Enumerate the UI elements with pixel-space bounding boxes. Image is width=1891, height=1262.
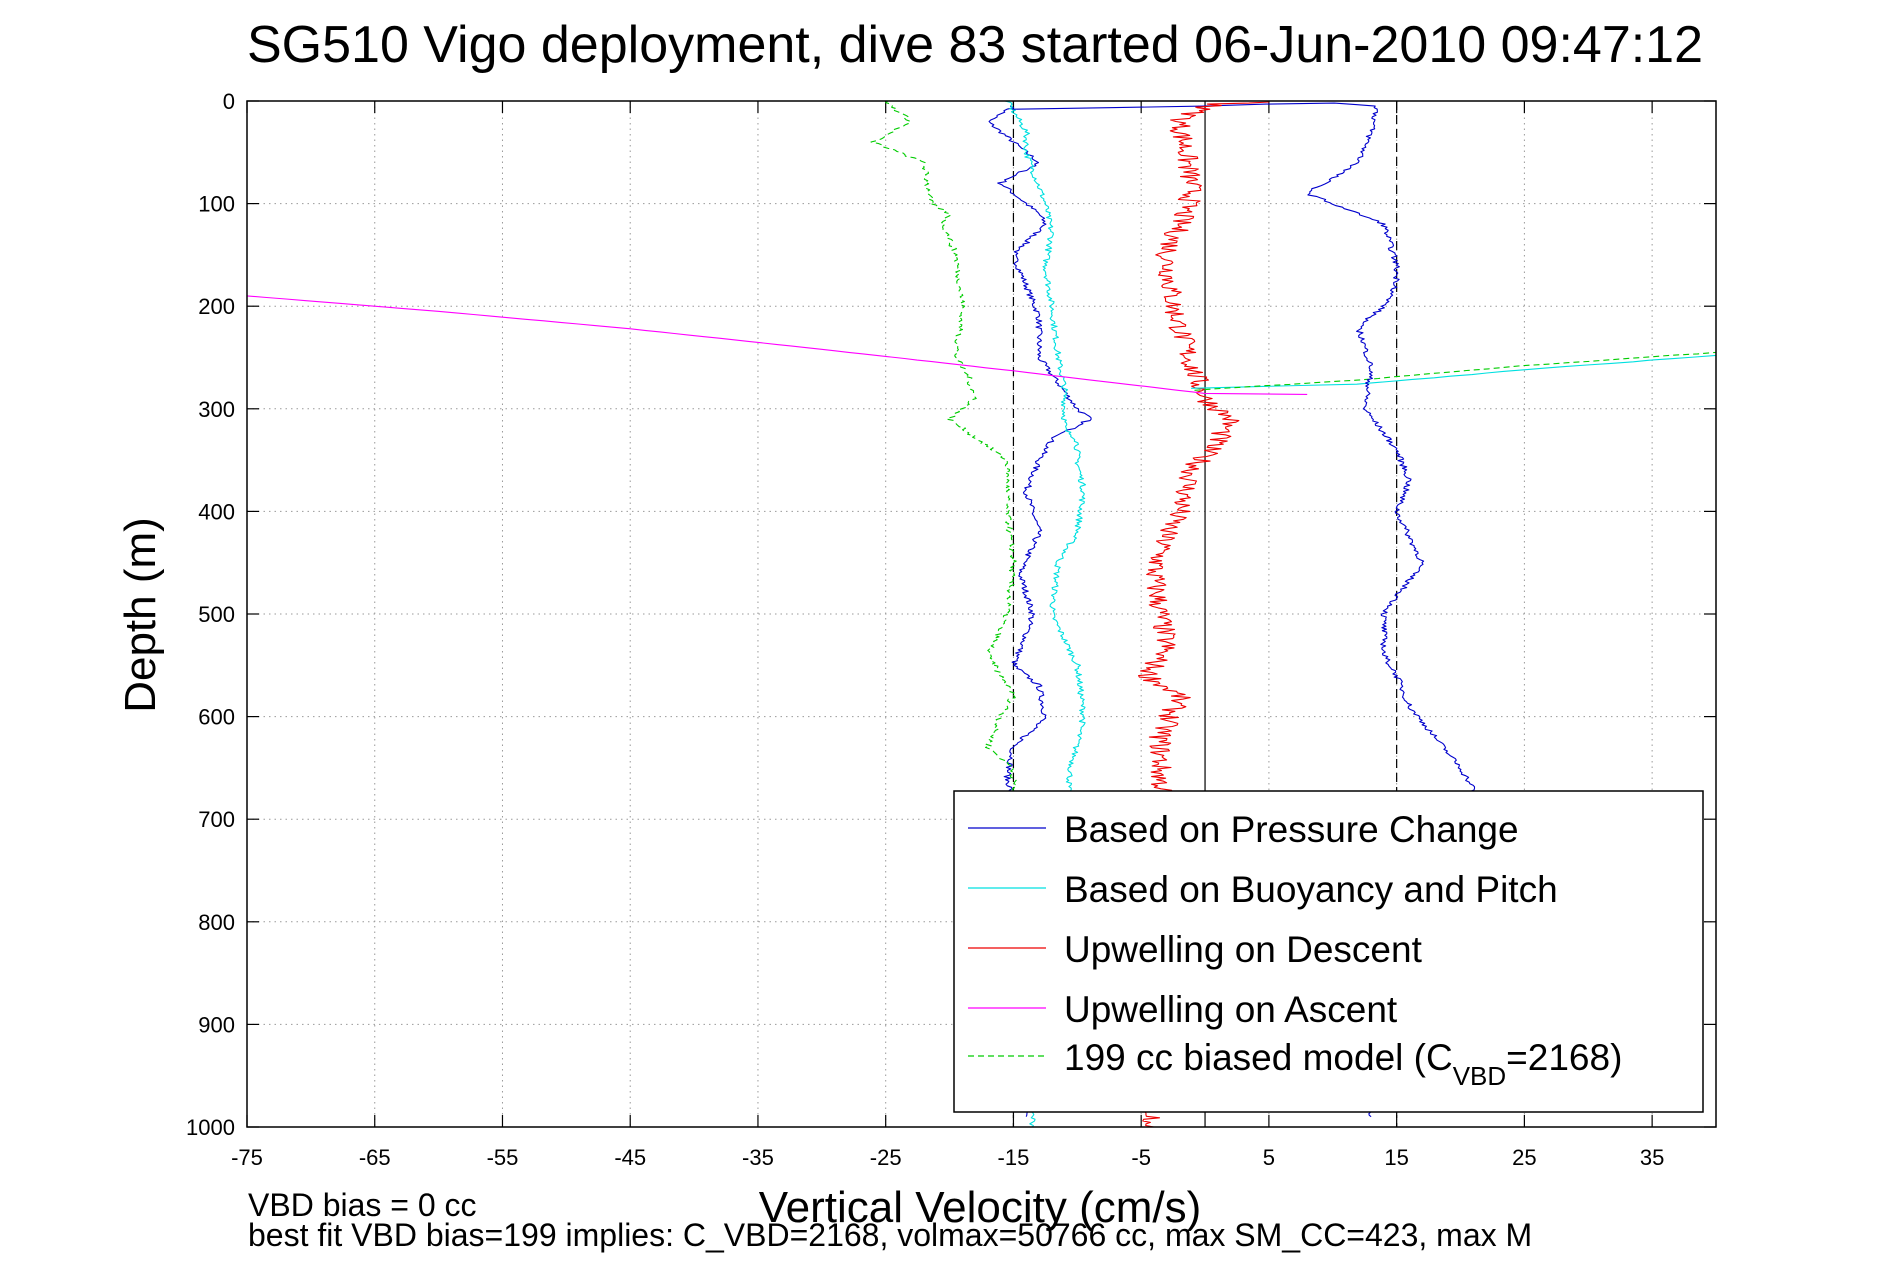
x-tick-label: 5 — [1263, 1145, 1275, 1170]
y-tick-label: 1000 — [186, 1115, 235, 1140]
chart-title: SG510 Vigo deployment, dive 83 started 0… — [247, 16, 1703, 74]
y-tick-label: 0 — [223, 89, 235, 114]
series-line-segment — [1195, 101, 1269, 108]
x-tick-label: -75 — [231, 1145, 263, 1170]
x-tick-label: -5 — [1131, 1145, 1151, 1170]
legend-label: Based on Pressure Change — [1064, 809, 1519, 850]
x-tick-label: 15 — [1384, 1145, 1408, 1170]
y-tick-label: 200 — [198, 294, 235, 319]
y-ticks: 0 100 200 300 400 500 600 700 800 900 1000 — [186, 89, 1716, 1140]
series-line-segment — [1191, 354, 1716, 389]
x-tick-label: 25 — [1512, 1145, 1536, 1170]
y-tick-label: 700 — [198, 807, 235, 832]
legend-label: Upwelling on Descent — [1064, 929, 1423, 970]
y-tick-label: 800 — [198, 910, 235, 935]
y-tick-label: 400 — [198, 499, 235, 524]
y-tick-label: 300 — [198, 397, 235, 422]
x-tick-label: -55 — [487, 1145, 519, 1170]
series-line-segment — [1194, 351, 1716, 391]
x-axis-label: Vertical Velocity (cm/s) — [759, 1183, 1202, 1232]
series-line — [247, 295, 1308, 395]
annotation-best-fit: best fit VBD bias=199 implies: C_VBD=216… — [248, 1217, 1532, 1253]
legend-label: Based on Buoyancy and Pitch — [1064, 869, 1558, 910]
x-ticks: -75 -65 -55 -45 -35 -25 -15 -5 5 15 25 35 — [231, 101, 1664, 1170]
x-tick-label: -15 — [998, 1145, 1030, 1170]
legend-label: Upwelling on Ascent — [1064, 989, 1398, 1030]
series-line — [870, 101, 1018, 810]
y-tick-label: 600 — [198, 705, 235, 730]
legend-box — [953, 790, 1704, 1113]
y-tick-label: 100 — [198, 192, 235, 217]
x-tick-label: -65 — [359, 1145, 391, 1170]
x-tick-label: -25 — [870, 1145, 902, 1170]
x-tick-label: 35 — [1640, 1145, 1664, 1170]
legend: Based on Pressure Change Based on Buoyanc… — [953, 790, 1704, 1113]
y-tick-label: 900 — [198, 1012, 235, 1037]
x-tick-label: -35 — [742, 1145, 774, 1170]
y-axis-label: Depth (m) — [116, 517, 165, 713]
annotation-vbd-bias: VBD bias = 0 cc — [248, 1187, 477, 1223]
y-tick-label: 500 — [198, 602, 235, 627]
x-tick-label: -45 — [614, 1145, 646, 1170]
plot-frame — [246, 100, 1717, 1128]
